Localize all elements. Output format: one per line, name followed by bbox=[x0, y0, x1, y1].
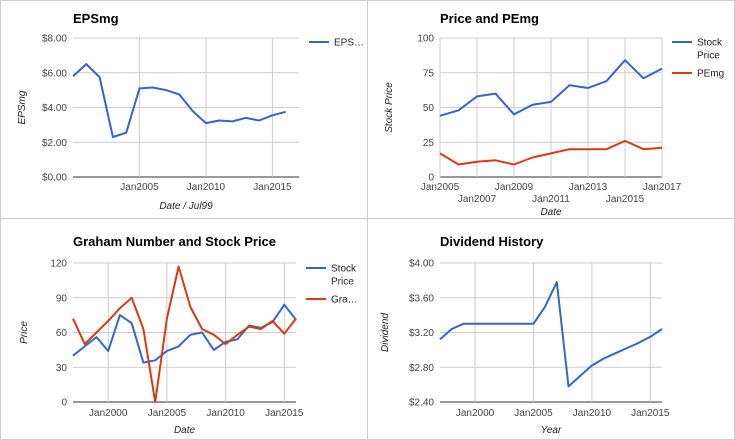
y-tick-label: 100 bbox=[417, 34, 434, 45]
legend-label: Gra… bbox=[331, 295, 358, 306]
legend-label: EPS… bbox=[334, 38, 364, 49]
chart-panel-epsmg: EPSmg $0.00 $2.00 $4.00 $6.00 $8.00 Jan2005 Jan… bbox=[0, 0, 368, 219]
y-tick-label: 60 bbox=[56, 328, 68, 339]
epsmg-chart: EPSmg $0.00 $2.00 $4.00 $6.00 $8.00 Jan2005 Jan… bbox=[17, 11, 364, 212]
y-axis-label: Dividend bbox=[380, 313, 391, 352]
x-tick-label: Jan2017 bbox=[643, 182, 682, 193]
series-line-0 bbox=[439, 281, 663, 388]
y-tick-label: 120 bbox=[50, 259, 67, 270]
x-tick-label: Jan2010 bbox=[573, 408, 612, 419]
y-tick-label: 25 bbox=[423, 138, 435, 149]
x-axis-label: Year bbox=[541, 425, 562, 436]
y-tick-label: $2.40 bbox=[409, 398, 434, 409]
legend-label: PEmg bbox=[697, 69, 724, 80]
chart-panel-price-pemg: Price and PEmg 0 25 50 75 100 Jan2005 Jan2009 Ja… bbox=[367, 0, 735, 219]
y-tick-label: $3.60 bbox=[409, 293, 434, 304]
y-tick-label: $4.00 bbox=[409, 259, 434, 270]
chart-title: EPSmg bbox=[73, 11, 119, 26]
legend-label: Stock bbox=[331, 264, 357, 275]
legend-label: Price bbox=[331, 277, 354, 288]
y-tick-label: $2.00 bbox=[42, 138, 67, 149]
chart-panel-graham: Graham Number and Stock Price 0 30 60 90 120 J… bbox=[0, 218, 368, 440]
series-line-1 bbox=[439, 139, 663, 166]
chart-title: Dividend History bbox=[440, 234, 544, 249]
x-tick-label: Jan2005 bbox=[120, 182, 159, 193]
x-tick-label: Jan2015 bbox=[265, 408, 304, 419]
x-tick-label: Jan2005 bbox=[514, 408, 553, 419]
y-tick-label: $4.00 bbox=[42, 103, 67, 114]
y-tick-label: $3.20 bbox=[409, 328, 434, 339]
chart-panel-dividend: Dividend History $2.40 $2.80 $3.20 $3.60 $4.0… bbox=[367, 218, 735, 440]
series-line-0 bbox=[439, 59, 663, 117]
legend-label: Stock bbox=[697, 38, 723, 49]
legend-label: Price bbox=[697, 51, 720, 62]
x-tick-label: Jan2000 bbox=[456, 408, 495, 419]
x-tick-label: Jan2011 bbox=[532, 194, 570, 205]
y-tick-label: 0 bbox=[428, 173, 434, 184]
y-axis-label: Stock Price bbox=[384, 82, 395, 133]
graham-chart: Graham Number and Stock Price 0 30 60 90 120 J… bbox=[19, 234, 358, 436]
y-tick-label: 50 bbox=[423, 103, 435, 114]
x-tick-label: Jan2005 bbox=[148, 408, 187, 419]
x-tick-label: Jan2013 bbox=[569, 182, 608, 193]
y-tick-label: $6.00 bbox=[42, 68, 67, 79]
x-tick-label: Jan2010 bbox=[206, 408, 245, 419]
x-tick-label: Jan2015 bbox=[606, 194, 645, 205]
y-axis-label: Price bbox=[19, 321, 30, 344]
series-line-0 bbox=[72, 303, 297, 364]
x-tick-label: Jan2005 bbox=[421, 182, 460, 193]
y-tick-label: 30 bbox=[56, 363, 68, 374]
y-tick-label: $2.80 bbox=[409, 363, 434, 374]
y-tick-label: 0 bbox=[61, 398, 67, 409]
x-tick-label: Jan2010 bbox=[187, 182, 226, 193]
series-line-0 bbox=[72, 63, 286, 138]
y-axis-label: EPSmg bbox=[17, 90, 28, 124]
x-tick-label: Jan2015 bbox=[253, 182, 292, 193]
chart-title: Price and PEmg bbox=[440, 11, 539, 26]
x-axis-label: Date / Jul99 bbox=[159, 201, 213, 212]
x-tick-label: Jan2015 bbox=[631, 408, 670, 419]
dividend-chart: Dividend History $2.40 $2.80 $3.20 $3.60 $4.0… bbox=[380, 234, 670, 436]
x-tick-label: Jan2009 bbox=[495, 182, 534, 193]
x-tick-label: Jan2007 bbox=[458, 194, 497, 205]
chart-title: Graham Number and Stock Price bbox=[73, 234, 276, 249]
y-tick-label: $8.00 bbox=[42, 34, 67, 45]
x-axis-label: Date bbox=[174, 425, 196, 436]
y-tick-label: $0.00 bbox=[42, 173, 67, 184]
series-line-1 bbox=[72, 265, 297, 403]
y-tick-label: 90 bbox=[56, 293, 68, 304]
x-tick-label: Jan2000 bbox=[89, 408, 128, 419]
x-axis-label: Date bbox=[540, 207, 562, 218]
y-tick-label: 75 bbox=[423, 68, 435, 79]
